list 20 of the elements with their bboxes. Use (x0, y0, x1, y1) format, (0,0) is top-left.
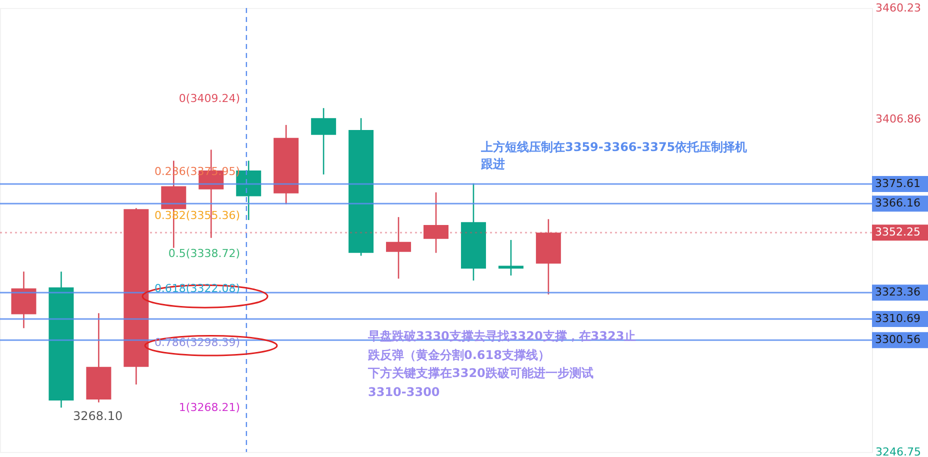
annotation: 跟进 (480, 157, 505, 171)
ref-line-label: 3375.61 (875, 176, 920, 190)
annotation: 3310-3300 (368, 385, 440, 399)
annotation: 跌反弹（黄金分割0.618支撑线） (367, 348, 550, 362)
annotation: 上方短线压制在3359-3366-3375依托压制择机 (480, 140, 748, 154)
annotation: 早盘跌破3330支撑去寻找3320支撑，在3323止 (367, 329, 636, 343)
annotation: 0(3409.24) (178, 92, 240, 105)
annotation: 1(3268.21) (178, 401, 240, 414)
ref-line-label: 3310.69 (875, 312, 920, 326)
ref-line-label: 3366.16 (875, 196, 920, 210)
y-tick-label: 3460.23 (876, 2, 921, 14)
candlestick (386, 216, 412, 280)
annotation: 下方关键支撑在3320跌破可能进一步测试 (367, 366, 594, 380)
y-tick-label: 3406.86 (876, 112, 921, 126)
annotation: 3268.10 (73, 409, 123, 423)
ref-line-label: 3323.36 (875, 286, 920, 299)
ref-line-label: 3300.56 (875, 333, 920, 346)
y-tick-label: 3246.75 (876, 446, 921, 457)
annotation: 0.5(3338.72) (168, 247, 240, 260)
ref-line-label: 3352.25 (875, 226, 920, 239)
